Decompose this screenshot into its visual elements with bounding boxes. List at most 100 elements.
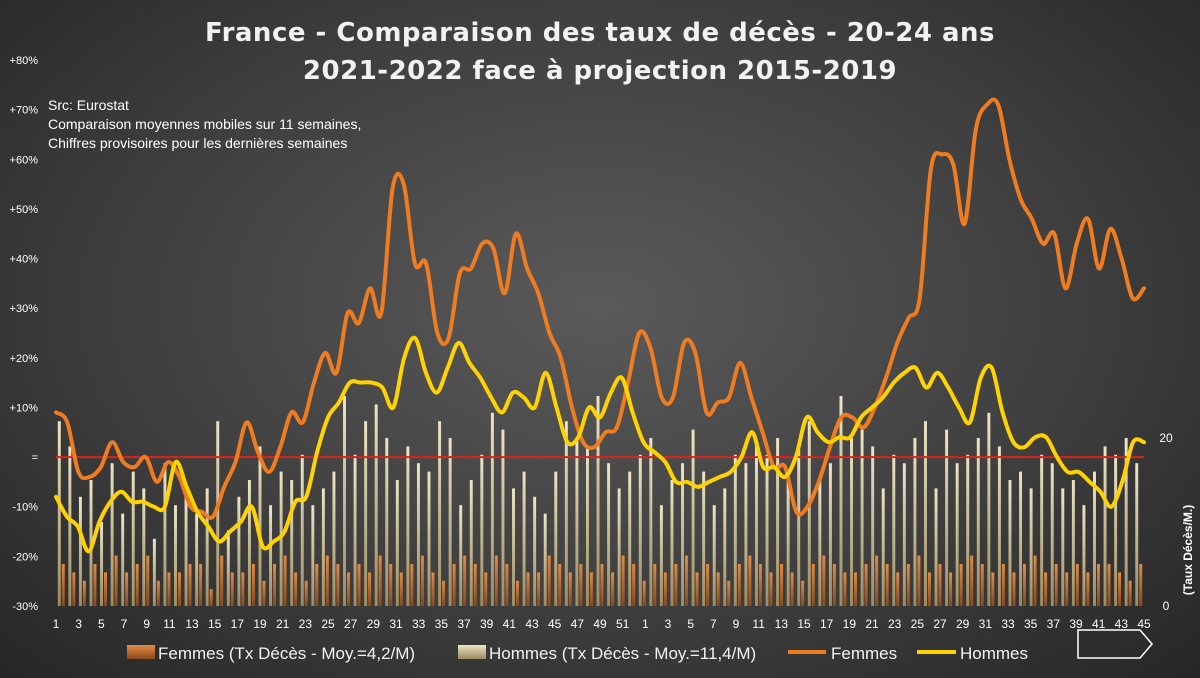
bar-hommes	[966, 454, 970, 606]
bar-femmes	[938, 564, 942, 606]
bar-femmes	[600, 564, 604, 606]
bar-femmes	[505, 564, 509, 606]
bar-femmes	[156, 580, 160, 606]
bar-hommes	[839, 396, 843, 606]
bar-hommes	[807, 421, 811, 606]
y-tick-label: +30%	[10, 303, 39, 315]
bar-femmes	[220, 555, 224, 606]
bar-hommes	[427, 471, 431, 606]
bar-hommes	[1114, 454, 1118, 606]
bar-hommes	[195, 513, 199, 606]
bar-femmes	[230, 572, 234, 606]
x-tick-label: 43	[525, 617, 539, 631]
bar-hommes	[512, 488, 515, 606]
bar-femmes	[568, 572, 572, 606]
bar-hommes	[997, 446, 1001, 606]
line-femmes	[54, 97, 1146, 520]
bar-femmes	[346, 572, 350, 606]
bar-femmes	[273, 564, 277, 606]
bar-femmes	[579, 564, 583, 606]
x-tick-label: 7	[121, 617, 128, 631]
bar-hommes	[205, 488, 209, 606]
bar-hommes	[1071, 480, 1075, 606]
x-tick-label: 47	[571, 617, 585, 631]
x-tick-label: 11	[163, 617, 176, 631]
bar-hommes	[638, 454, 642, 606]
bar-hommes	[490, 412, 494, 606]
death-rate-bars	[57, 396, 1143, 606]
bar-hommes	[438, 421, 442, 606]
bar-hommes	[902, 463, 906, 606]
x-tick-label: 21	[865, 617, 879, 631]
legend-label-hommes-line: Hommes	[960, 644, 1028, 663]
bar-femmes	[72, 572, 76, 606]
bar-femmes	[991, 572, 995, 606]
bar-hommes	[691, 429, 695, 606]
next-arrow-icon[interactable]	[1077, 629, 1153, 659]
bar-hommes	[765, 454, 769, 606]
bar-hommes	[1061, 488, 1065, 606]
bar-hommes	[744, 463, 748, 606]
bar-femmes	[695, 572, 699, 606]
bar-hommes	[564, 421, 568, 606]
bar-femmes	[558, 564, 562, 606]
bar-femmes	[1065, 572, 1069, 606]
bar-femmes	[748, 555, 752, 606]
bar-femmes	[653, 564, 657, 606]
bar-femmes	[642, 580, 646, 606]
bar-femmes	[431, 572, 435, 606]
bar-hommes	[131, 471, 135, 606]
bar-hommes	[269, 505, 273, 606]
x-tick-label: 1	[53, 617, 60, 631]
x-tick-label: 13	[185, 617, 199, 631]
bar-femmes	[209, 589, 213, 606]
bar-femmes	[896, 572, 900, 606]
bar-femmes	[410, 564, 414, 606]
bar-hommes	[321, 488, 325, 606]
bar-femmes	[336, 564, 340, 606]
x-tick-label: 15	[208, 617, 222, 631]
x-tick-label: 17	[820, 617, 834, 631]
x-tick-label: 41	[1092, 617, 1106, 631]
bar-femmes	[917, 555, 921, 606]
bar-femmes	[706, 564, 710, 606]
bar-femmes	[1139, 564, 1143, 606]
bar-hommes	[892, 454, 896, 606]
x-tick-label: 51	[616, 617, 630, 631]
bar-femmes	[167, 572, 171, 606]
bar-femmes	[864, 564, 868, 606]
bar-hommes	[955, 463, 959, 606]
x-tick-label: 15	[797, 617, 811, 631]
legend-item-femmes-line: Femmes	[788, 644, 897, 663]
bar-femmes	[526, 572, 530, 606]
x-tick-label: 5	[687, 617, 694, 631]
bar-hommes	[617, 488, 621, 606]
x-tick-label: 23	[888, 617, 902, 631]
bar-hommes	[121, 513, 125, 606]
x-tick-label: 1	[642, 617, 649, 631]
x-tick-label: 3	[665, 617, 672, 631]
x-tick-label: 37	[457, 617, 471, 631]
bar-femmes	[125, 572, 129, 606]
bar-femmes	[61, 564, 65, 606]
bar-hommes	[723, 488, 727, 606]
bar-femmes	[949, 572, 953, 606]
bar-hommes	[163, 463, 167, 606]
bar-femmes	[875, 555, 879, 606]
bar-femmes	[1086, 572, 1090, 606]
bar-hommes	[702, 471, 706, 606]
bar-hommes	[1082, 505, 1086, 606]
arrow-outline[interactable]	[1077, 629, 1153, 659]
x-tick-label: 35	[435, 617, 449, 631]
y2-tick-label: 0	[1163, 599, 1170, 613]
bar-hommes	[300, 454, 304, 606]
bar-hommes	[332, 471, 336, 606]
bar-hommes	[395, 480, 399, 606]
bar-hommes	[374, 404, 378, 606]
bar-hommes	[649, 438, 653, 606]
bar-hommes	[416, 463, 420, 606]
bar-femmes	[780, 564, 784, 606]
bar-hommes	[237, 496, 241, 606]
bar-femmes	[304, 580, 308, 606]
y-tick-label: +60%	[10, 154, 39, 166]
